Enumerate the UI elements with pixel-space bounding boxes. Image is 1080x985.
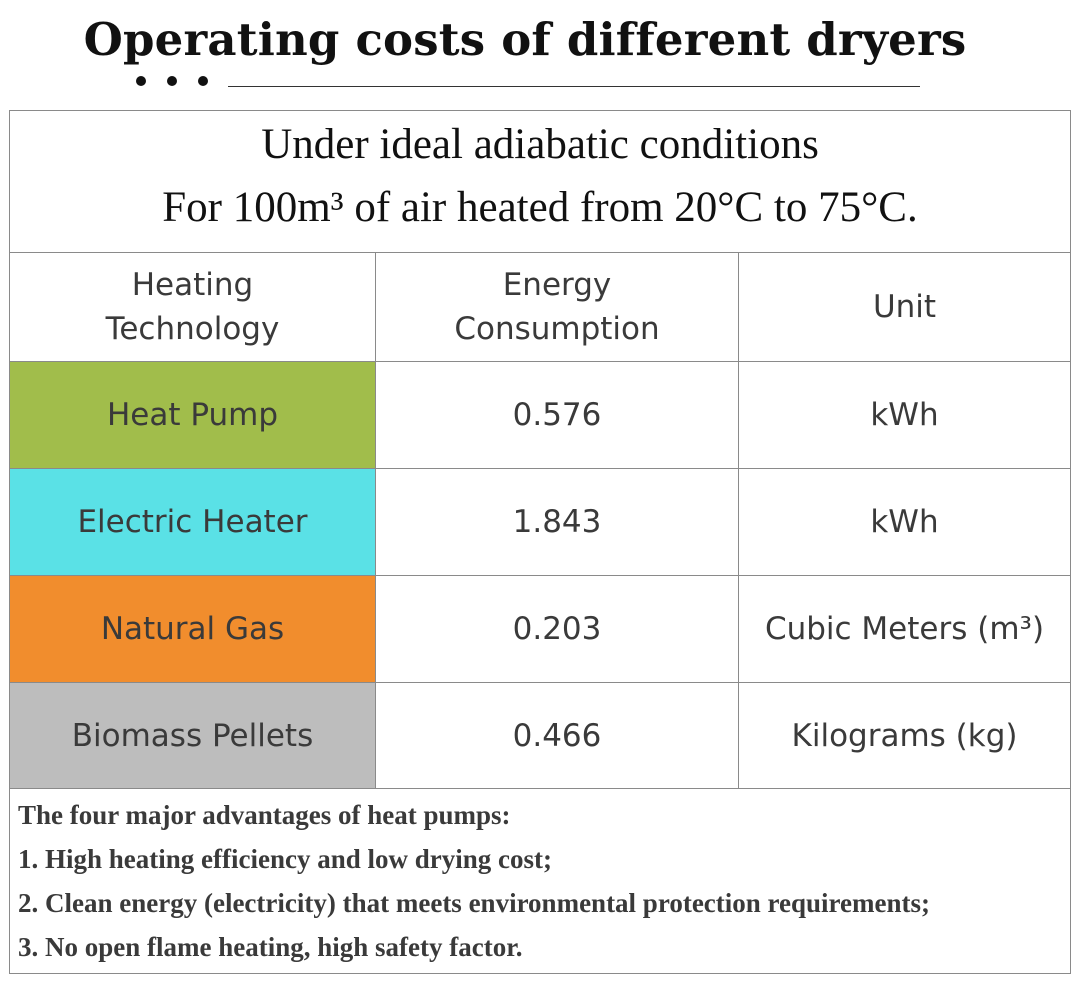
header-energy-consumption: Energy Consumption bbox=[376, 253, 739, 361]
technology-label: Electric Heater bbox=[77, 504, 308, 540]
page-title: Operating costs of different dryers bbox=[83, 13, 967, 66]
consumption-value: 0.466 bbox=[512, 717, 602, 754]
table-row: Biomass Pellets 0.466 Kilograms (kg) bbox=[10, 683, 1070, 789]
technology-cell: Biomass Pellets bbox=[10, 683, 376, 788]
header-heating-technology: Heating Technology bbox=[10, 253, 376, 361]
technology-label: Heat Pump bbox=[106, 397, 279, 433]
header-energy-consumption-label: Energy Consumption bbox=[454, 267, 660, 347]
unit-cell: Kilograms (kg) bbox=[739, 683, 1070, 788]
cost-table: Under ideal adiabatic conditions For 100… bbox=[9, 110, 1071, 974]
advantages-notes: The four major advantages of heat pumps:… bbox=[10, 789, 1070, 973]
note-item: 2. Clean energy (electricity) that meets… bbox=[18, 888, 931, 918]
note-item: 3. No open flame heating, high safety fa… bbox=[18, 932, 523, 962]
consumption-cell: 0.576 bbox=[376, 362, 739, 468]
technology-label: Natural Gas bbox=[100, 611, 285, 647]
technology-cell: Heat Pump bbox=[10, 362, 376, 468]
table-header-row: Heating Technology Energy Consumption Un… bbox=[10, 253, 1070, 362]
unit-cell: kWh bbox=[739, 469, 1070, 575]
table-row: Electric Heater 1.843 kWh bbox=[10, 469, 1070, 576]
header-unit-label: Unit bbox=[872, 289, 937, 325]
consumption-value: 0.576 bbox=[512, 397, 602, 433]
unit-value: kWh bbox=[870, 504, 939, 540]
consumption-cell: 0.466 bbox=[376, 683, 739, 788]
title-divider bbox=[228, 86, 920, 87]
unit-value: Cubic Meters (m³) bbox=[764, 611, 1045, 647]
dot-icon bbox=[198, 76, 208, 86]
technology-cell: Electric Heater bbox=[10, 469, 376, 575]
unit-cell: Cubic Meters (m³) bbox=[739, 576, 1070, 682]
consumption-cell: 0.203 bbox=[376, 576, 739, 682]
decorative-dots bbox=[136, 76, 216, 88]
dot-icon bbox=[136, 76, 146, 86]
header-unit: Unit bbox=[739, 253, 1070, 361]
dot-icon bbox=[167, 76, 177, 86]
header-heating-technology-label: Heating Technology bbox=[105, 267, 280, 347]
unit-value: kWh bbox=[870, 397, 939, 433]
notes-heading: The four major advantages of heat pumps: bbox=[18, 800, 511, 830]
note-item: 1. High heating efficiency and low dryin… bbox=[18, 844, 552, 874]
technology-cell: Natural Gas bbox=[10, 576, 376, 682]
table-row: Natural Gas 0.203 Cubic Meters (m³) bbox=[10, 576, 1070, 683]
table-row: Heat Pump 0.576 kWh bbox=[10, 362, 1070, 469]
unit-cell: kWh bbox=[739, 362, 1070, 468]
consumption-cell: 1.843 bbox=[376, 469, 739, 575]
unit-value: Kilograms (kg) bbox=[791, 717, 1018, 754]
consumption-value: 0.203 bbox=[512, 611, 602, 647]
technology-label: Biomass Pellets bbox=[71, 717, 314, 754]
intro-line-conditions: Under ideal adiabatic conditions bbox=[261, 121, 819, 168]
table-intro: Under ideal adiabatic conditions For 100… bbox=[10, 111, 1070, 253]
intro-line-air-volume: For 100m³ of air heated from 20°C to 75°… bbox=[162, 184, 918, 231]
consumption-value: 1.843 bbox=[512, 504, 602, 540]
